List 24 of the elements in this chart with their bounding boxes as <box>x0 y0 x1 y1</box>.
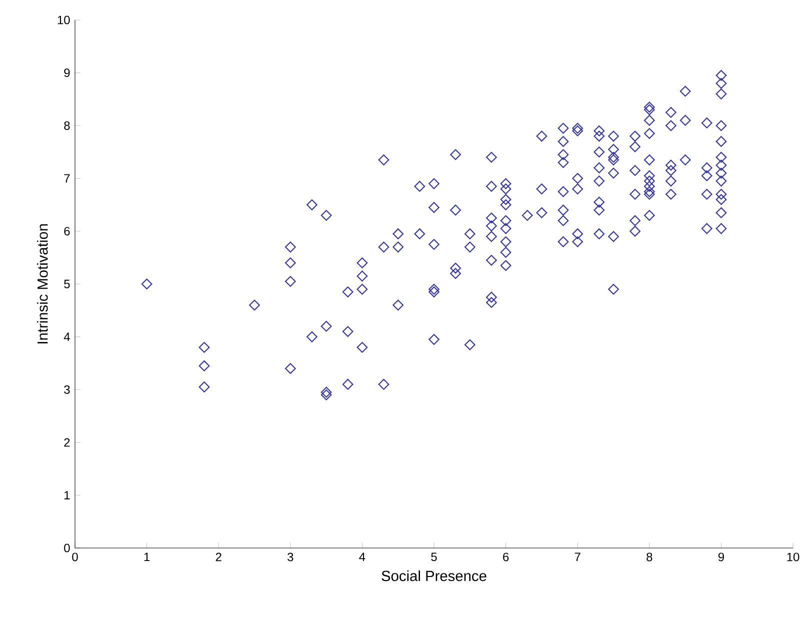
x-tick-label: 5 <box>431 552 437 562</box>
x-tick-label: 7 <box>574 552 580 561</box>
x-tick-label: 6 <box>503 552 509 562</box>
x-tick-label: 10 <box>787 552 800 562</box>
x-tick-label: 0 <box>72 552 78 562</box>
y-tick-label: 0 <box>64 544 70 552</box>
x-tick-label: 3 <box>288 552 294 562</box>
y-tick-label: 3 <box>64 385 70 394</box>
y-tick-label: 1 <box>64 491 70 500</box>
y-tick-label: 9 <box>64 68 70 78</box>
y-tick-label: 7 <box>64 174 70 183</box>
x-tick-label: 2 <box>216 552 222 562</box>
y-tick-label: 5 <box>64 280 70 288</box>
y-tick-label: 6 <box>64 226 70 236</box>
x-tick-label: 9 <box>718 552 724 562</box>
y-axis-title: Intrinsic Motivation <box>37 224 48 344</box>
y-tick-label: 4 <box>64 332 70 341</box>
x-axis-title: Social Presence <box>382 570 486 582</box>
x-tick-label: 4 <box>359 552 366 561</box>
x-tick-label: 8 <box>646 552 652 562</box>
y-tick-label: 10 <box>58 16 70 24</box>
y-tick-label: 2 <box>64 438 70 447</box>
x-tick-label: 1 <box>144 552 150 561</box>
y-tick-label: 8 <box>64 121 70 130</box>
